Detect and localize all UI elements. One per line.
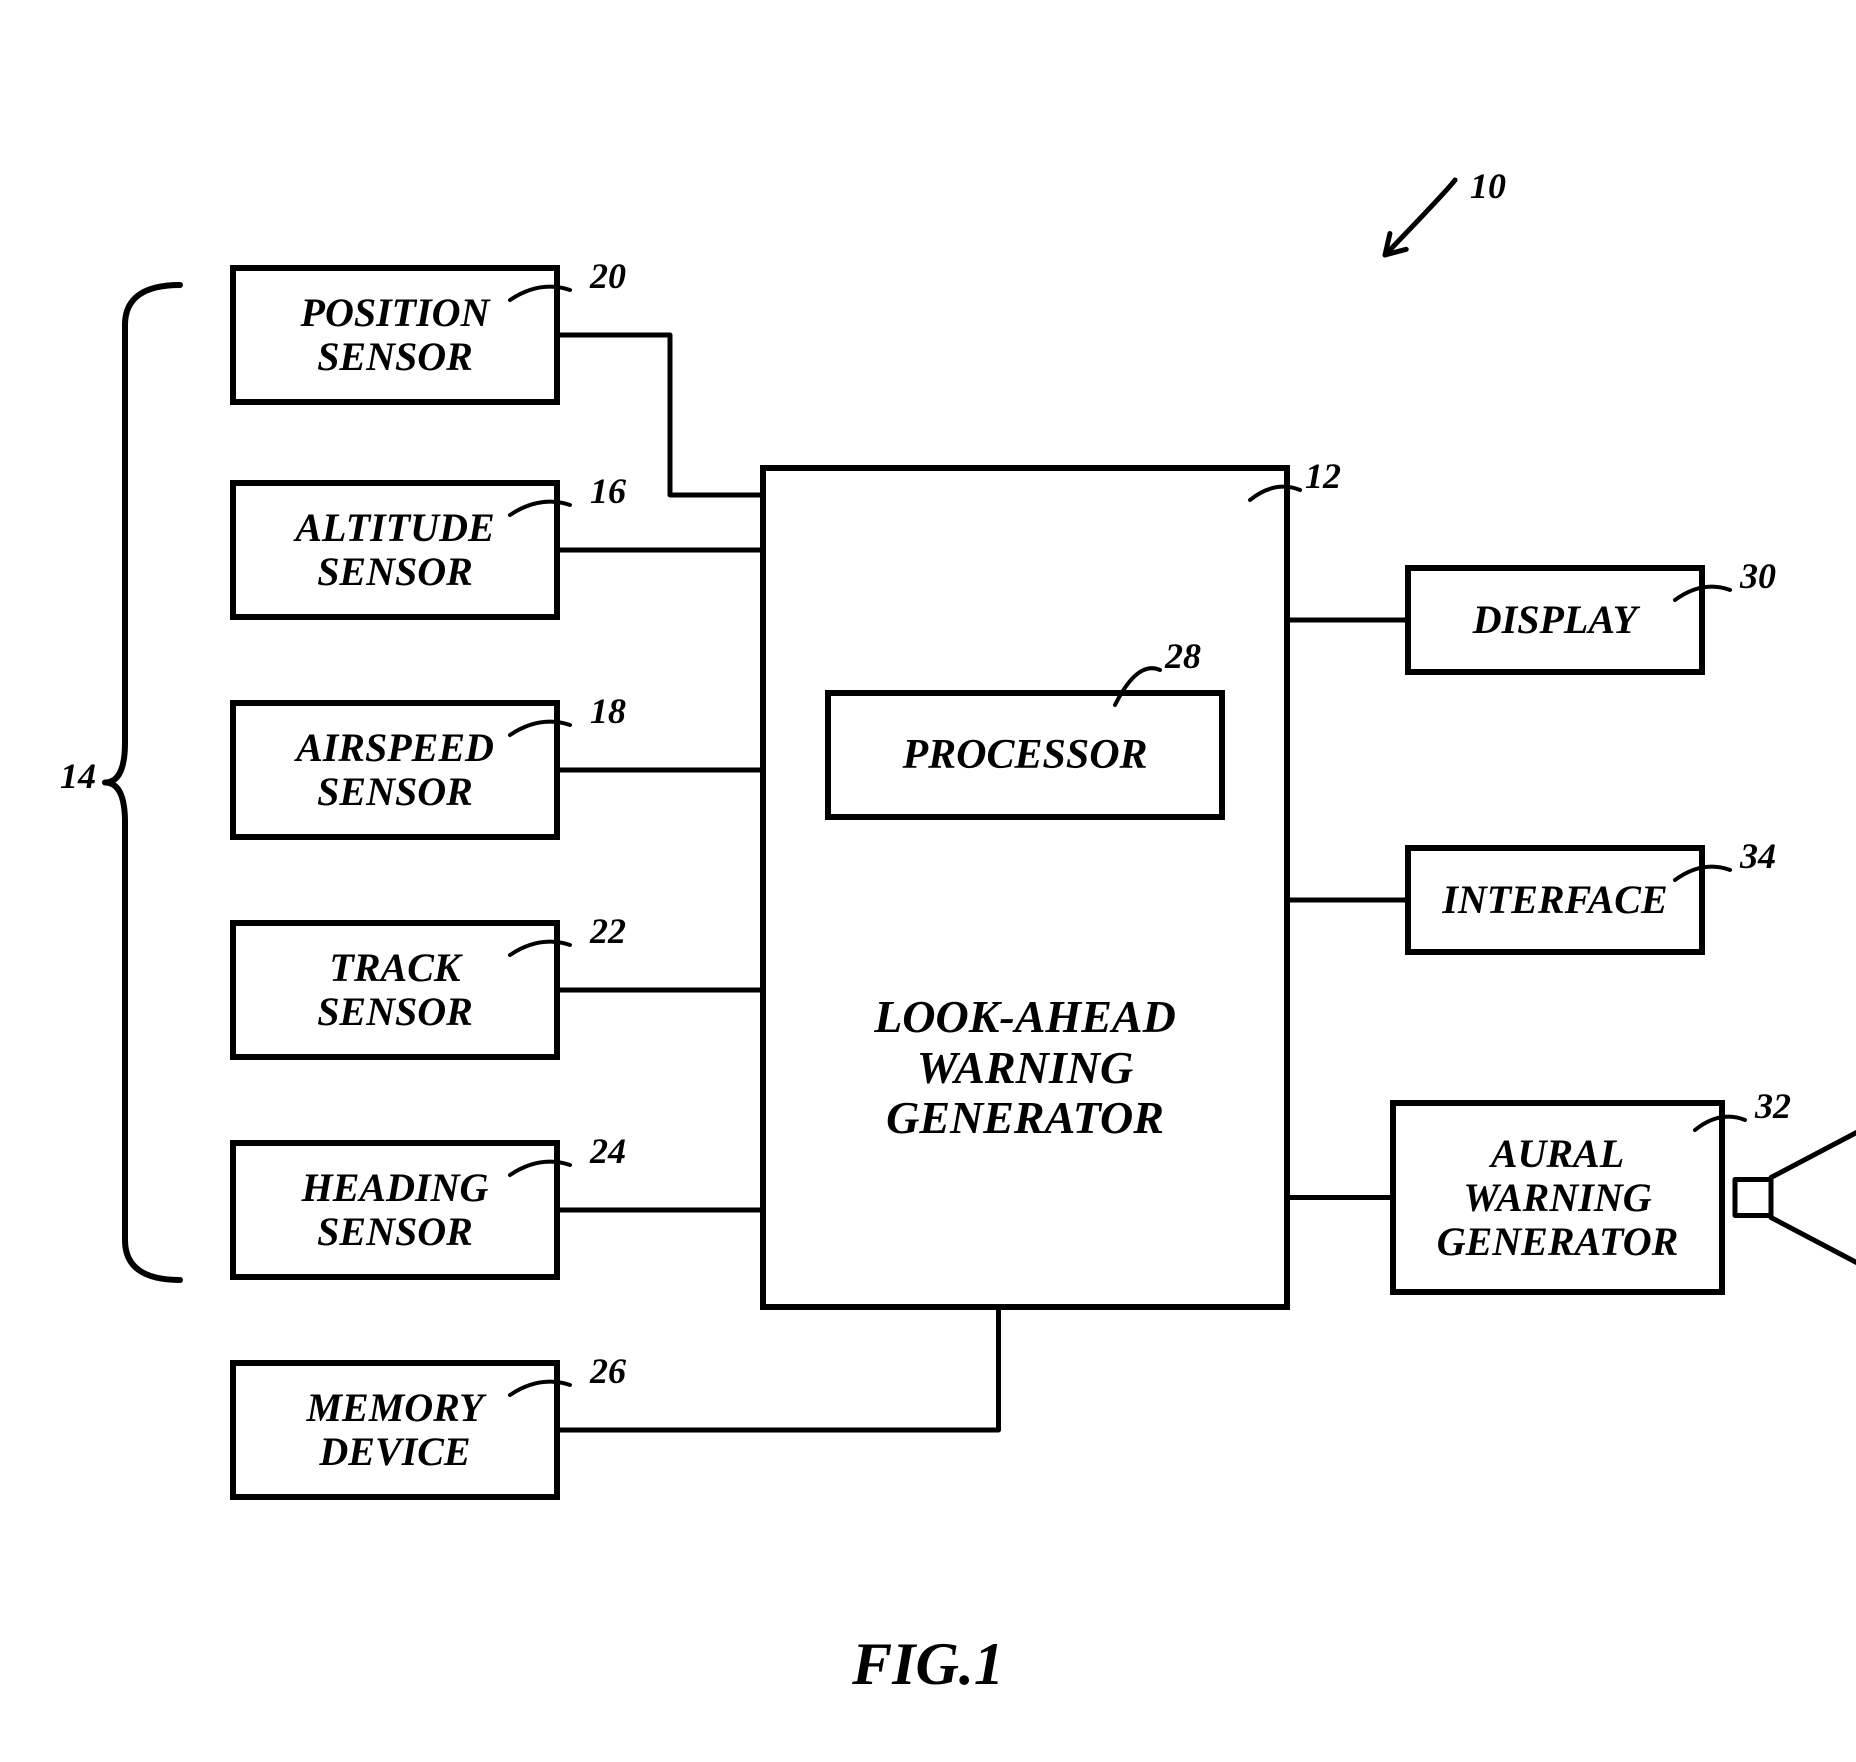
track_sensor-label: TRACK SENSOR — [317, 946, 473, 1034]
ref-10: 10 — [1470, 165, 1506, 207]
heading_sensor-label: HEADING SENSOR — [302, 1166, 489, 1254]
position_sensor-box: POSITION SENSOR — [230, 265, 560, 405]
ref-34: 34 — [1740, 835, 1776, 877]
ref-18: 18 — [590, 690, 626, 732]
ref-26: 26 — [590, 1350, 626, 1392]
position_sensor-label: POSITION SENSOR — [301, 291, 490, 379]
aural-label: AURAL WARNING GENERATOR — [1437, 1132, 1679, 1264]
altitude_sensor-label: ALTITUDE SENSOR — [295, 506, 494, 594]
heading_sensor-box: HEADING SENSOR — [230, 1140, 560, 1280]
ref-20: 20 — [590, 255, 626, 297]
ref-14: 14 — [60, 755, 96, 797]
aural-box: AURAL WARNING GENERATOR — [1390, 1100, 1725, 1295]
ref-32: 32 — [1755, 1085, 1791, 1127]
interface-label: INTERFACE — [1442, 878, 1667, 922]
memory_device-box: MEMORY DEVICE — [230, 1360, 560, 1500]
airspeed_sensor-box: AIRSPEED SENSOR — [230, 700, 560, 840]
ref-12: 12 — [1305, 455, 1341, 497]
ref-24: 24 — [590, 1130, 626, 1172]
processor-box: PROCESSOR — [825, 690, 1225, 820]
track_sensor-box: TRACK SENSOR — [230, 920, 560, 1060]
display-box: DISPLAY — [1405, 565, 1705, 675]
ref-16: 16 — [590, 470, 626, 512]
altitude_sensor-box: ALTITUDE SENSOR — [230, 480, 560, 620]
central-box: LOOK-AHEAD WARNING GENERATOR — [760, 465, 1290, 1310]
display-label: DISPLAY — [1473, 598, 1637, 642]
diagram-canvas: POSITION SENSOR ALTITUDE SENSOR AIRSPEED S… — [0, 0, 1856, 1762]
airspeed_sensor-label: AIRSPEED SENSOR — [296, 726, 494, 814]
memory_device-label: MEMORY DEVICE — [306, 1386, 483, 1474]
ref-30: 30 — [1740, 555, 1776, 597]
ref-28: 28 — [1165, 635, 1201, 677]
ref-22: 22 — [590, 910, 626, 952]
figure-caption: FIG.1 — [0, 1630, 1856, 1699]
processor-label: PROCESSOR — [902, 732, 1147, 778]
central-label: LOOK-AHEAD WARNING GENERATOR — [874, 992, 1176, 1144]
interface-box: INTERFACE — [1405, 845, 1705, 955]
